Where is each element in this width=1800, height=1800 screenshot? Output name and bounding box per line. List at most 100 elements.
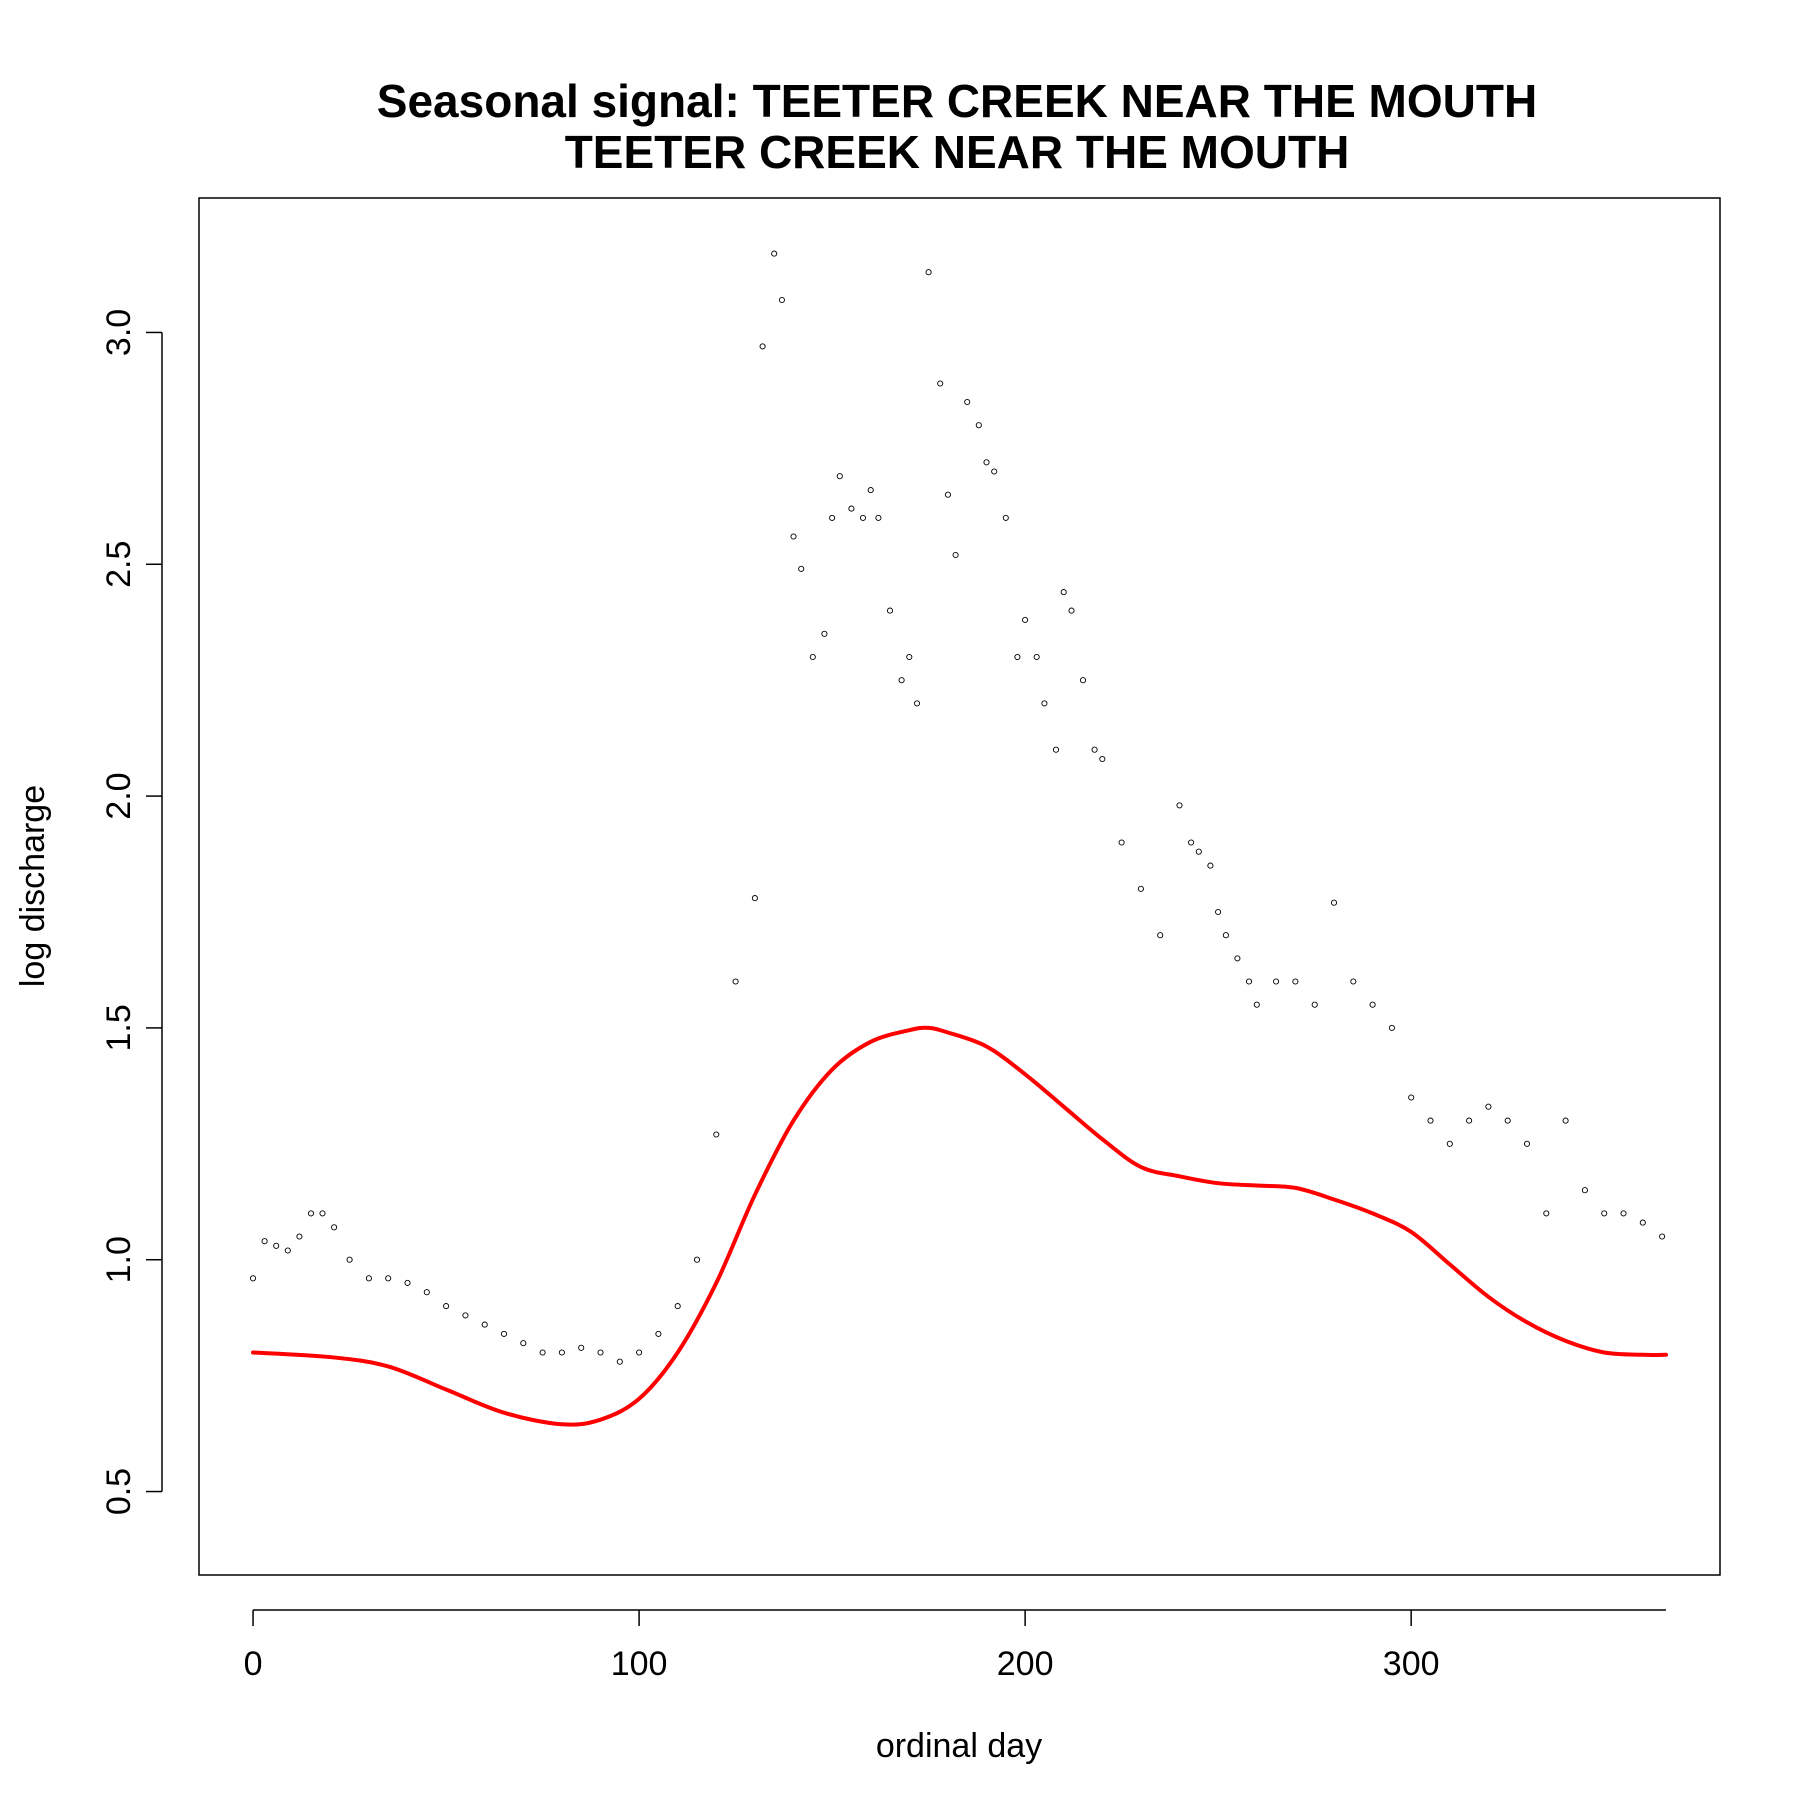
data-point xyxy=(462,1312,469,1319)
data-point xyxy=(423,1289,430,1296)
data-point xyxy=(848,505,855,512)
data-point xyxy=(249,1275,257,1282)
data-point xyxy=(1581,1187,1588,1194)
data-point xyxy=(1466,1117,1473,1124)
data-point xyxy=(732,978,739,985)
data-point xyxy=(578,1344,585,1351)
data-point xyxy=(937,380,944,387)
seasonal-fit-line xyxy=(251,1025,1668,1427)
data-point xyxy=(1369,1001,1376,1008)
data-point xyxy=(1639,1219,1646,1226)
data-point xyxy=(778,296,785,304)
data-point xyxy=(898,677,905,684)
y-axis: 0.5 1.0 1.5 2.0 2.5 3.0 xyxy=(100,309,163,1515)
data-point xyxy=(261,1238,268,1245)
y-axis-label: log discharge xyxy=(14,785,52,987)
data-point xyxy=(1446,1140,1453,1147)
data-point xyxy=(759,343,766,350)
data-point xyxy=(1137,885,1144,892)
chart-subtitle: TEETER CREEK NEAR THE MOUTH xyxy=(565,126,1350,178)
x-tick-label: 100 xyxy=(611,1645,668,1683)
data-point xyxy=(1408,1094,1415,1101)
plot-frame xyxy=(198,197,1721,1576)
data-point xyxy=(1195,848,1202,855)
data-point xyxy=(597,1349,604,1356)
observation-points xyxy=(249,250,1666,1365)
data-point xyxy=(674,1303,681,1310)
data-point xyxy=(1388,1024,1395,1031)
data-point xyxy=(751,895,758,902)
data-point xyxy=(1079,677,1087,684)
data-point xyxy=(983,459,990,466)
data-point xyxy=(1188,839,1195,846)
data-point xyxy=(273,1242,280,1249)
data-point xyxy=(944,491,951,498)
data-point xyxy=(1523,1140,1531,1147)
data-point xyxy=(836,473,843,480)
chart-title: Seasonal signal: TEETER CREEK NEAR THE M… xyxy=(377,75,1537,127)
data-point xyxy=(539,1349,546,1356)
y-tick-label: 3.0 xyxy=(100,309,138,356)
data-point xyxy=(1091,746,1098,753)
data-point xyxy=(636,1349,643,1356)
y-tick-label: 1.5 xyxy=(100,1004,138,1051)
data-point xyxy=(346,1256,353,1263)
data-point xyxy=(886,607,894,614)
data-point xyxy=(481,1321,488,1328)
data-point xyxy=(1176,802,1183,809)
data-point xyxy=(1350,978,1357,985)
data-point xyxy=(859,514,867,521)
data-point xyxy=(771,250,778,257)
data-point xyxy=(1601,1210,1608,1217)
data-point xyxy=(365,1275,372,1282)
data-point xyxy=(1052,746,1060,753)
data-point xyxy=(964,398,971,406)
data-point xyxy=(1253,1001,1260,1008)
x-tick-label: 0 xyxy=(244,1645,263,1683)
data-point xyxy=(790,533,797,540)
data-point xyxy=(821,630,828,637)
data-point xyxy=(1118,839,1125,846)
data-point xyxy=(798,565,805,572)
data-point xyxy=(913,700,921,707)
data-point xyxy=(1273,978,1280,985)
data-point xyxy=(404,1279,411,1286)
data-point xyxy=(655,1330,662,1337)
data-point xyxy=(1485,1103,1492,1110)
data-point xyxy=(385,1275,392,1282)
data-point xyxy=(693,1256,701,1263)
data-point xyxy=(991,468,998,475)
data-point xyxy=(1041,700,1048,707)
data-point xyxy=(906,653,913,661)
data-point xyxy=(713,1131,720,1138)
data-point xyxy=(1207,862,1214,869)
data-point xyxy=(558,1349,565,1356)
data-point xyxy=(1245,978,1253,985)
y-tick-label: 2.5 xyxy=(100,541,138,588)
data-point xyxy=(867,487,874,494)
data-point xyxy=(829,514,836,521)
data-point xyxy=(1543,1210,1550,1217)
data-point xyxy=(1099,755,1106,763)
data-point xyxy=(443,1303,450,1310)
data-point xyxy=(319,1210,326,1217)
data-point xyxy=(1504,1117,1511,1124)
y-tick-label: 1.0 xyxy=(100,1236,138,1283)
data-point xyxy=(1234,955,1241,962)
data-point xyxy=(1215,908,1222,916)
data-point xyxy=(1330,899,1338,906)
data-point xyxy=(1014,653,1021,661)
y-tick-label: 2.0 xyxy=(100,772,138,819)
data-point xyxy=(809,653,816,661)
y-tick-label: 0.5 xyxy=(100,1468,138,1515)
data-point xyxy=(1659,1233,1666,1240)
data-point xyxy=(520,1340,527,1347)
data-point xyxy=(1022,616,1029,623)
data-point xyxy=(1002,514,1009,521)
data-point xyxy=(1033,653,1040,661)
data-point xyxy=(1157,932,1164,939)
data-point xyxy=(1068,607,1075,614)
data-point xyxy=(500,1330,508,1337)
